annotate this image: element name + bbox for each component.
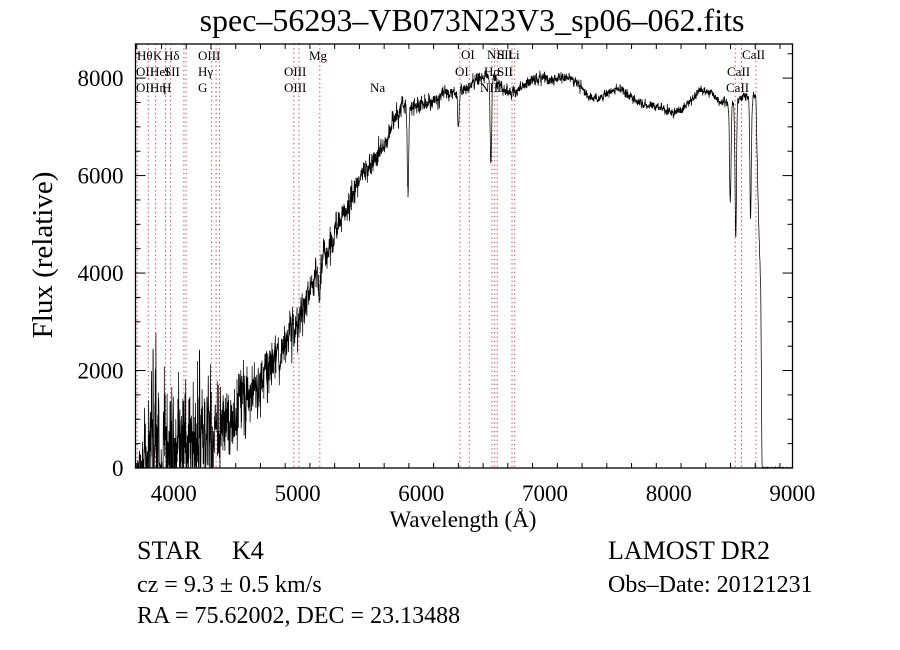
svg-text:7000: 7000 <box>522 481 568 506</box>
svg-text:Na: Na <box>370 80 385 95</box>
svg-text:OI: OI <box>455 64 469 79</box>
svg-text:CaII: CaII <box>742 47 765 62</box>
svg-text:OI: OI <box>461 47 475 62</box>
svg-text:SII: SII <box>497 64 513 79</box>
svg-text:2000: 2000 <box>78 359 124 384</box>
svg-text:Wavelength (Å): Wavelength (Å) <box>390 507 537 532</box>
svg-text:4000: 4000 <box>78 261 124 286</box>
svg-text:Obs–Date: 20121231: Obs–Date: 20121231 <box>608 572 813 598</box>
svg-text:cz = 9.3 ± 0.5 km/s: cz = 9.3 ± 0.5 km/s <box>137 572 322 598</box>
svg-text:8000: 8000 <box>646 481 692 506</box>
svg-text:OIII: OIII <box>198 48 220 63</box>
svg-text:6000: 6000 <box>78 164 124 189</box>
svg-text:NII: NII <box>480 80 498 95</box>
svg-text:H: H <box>162 80 171 95</box>
svg-text:0: 0 <box>112 456 124 481</box>
svg-text:LAMOST DR2: LAMOST DR2 <box>608 536 770 565</box>
svg-text:Mg: Mg <box>309 48 328 63</box>
svg-text:OIII: OIII <box>284 64 306 79</box>
svg-text:9000: 9000 <box>769 481 815 506</box>
svg-text:Hθ: Hθ <box>137 48 153 63</box>
svg-text:G: G <box>198 80 207 95</box>
svg-text:Li: Li <box>508 47 520 62</box>
svg-text:spec–56293–VB073N23V3_sp06–062: spec–56293–VB073N23V3_sp06–062.fits <box>200 2 745 38</box>
svg-text:4000: 4000 <box>151 481 197 506</box>
svg-text:Flux (relative): Flux (relative) <box>27 172 59 339</box>
svg-text:OIII: OIII <box>284 80 306 95</box>
svg-text:K4: K4 <box>232 536 264 565</box>
svg-text:CaII: CaII <box>727 64 750 79</box>
svg-text:CaII: CaII <box>726 80 749 95</box>
svg-text:8000: 8000 <box>78 66 124 91</box>
svg-text:RA = 75.62002, DEC = 23.1348: RA = 75.62002, DEC = 23.13488 <box>137 603 460 629</box>
svg-text:Li: Li <box>497 80 509 95</box>
svg-text:Hδ: Hδ <box>164 48 180 63</box>
svg-text:K: K <box>153 48 163 63</box>
svg-text:6000: 6000 <box>398 481 444 506</box>
svg-text:SII: SII <box>164 64 180 79</box>
svg-text:Hγ: Hγ <box>198 64 213 79</box>
svg-text:STAR: STAR <box>137 536 202 565</box>
svg-text:5000: 5000 <box>275 481 321 506</box>
